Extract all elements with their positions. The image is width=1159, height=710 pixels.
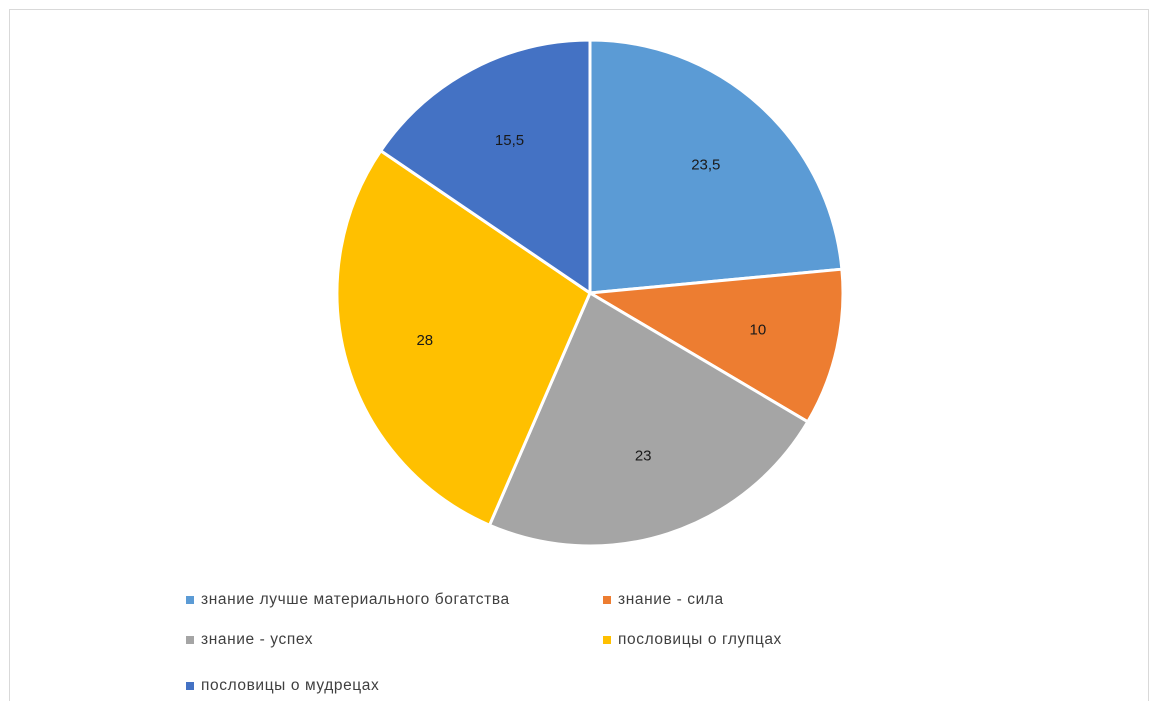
pie-data-label-0: 23,5 — [691, 157, 720, 174]
pie-data-label-1: 10 — [750, 321, 767, 338]
pie-slice-1 — [588, 267, 845, 424]
pie-data-label-4: 15,5 — [495, 132, 524, 149]
pie-slices — [335, 38, 845, 548]
pie-data-labels: 23,5 10 23 28 15,5 — [416, 132, 766, 465]
pie-slice-2 — [488, 291, 810, 548]
pie-slice-0 — [588, 38, 844, 295]
pie-data-label-2: 23 — [635, 448, 652, 465]
pie-data-label-3: 28 — [416, 332, 433, 349]
pie-slice-3 — [335, 149, 592, 527]
pie-slice-4 — [379, 38, 592, 295]
